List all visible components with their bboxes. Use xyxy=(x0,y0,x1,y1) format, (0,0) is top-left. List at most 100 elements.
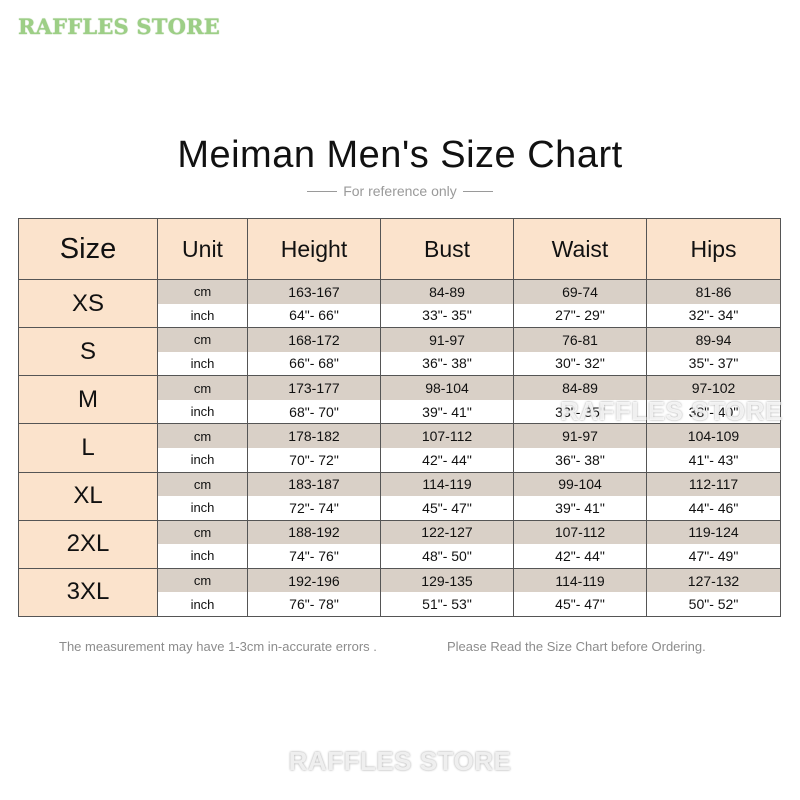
unit-cm: cm xyxy=(157,375,248,400)
bust-inch-cell: 45"- 47" xyxy=(380,496,514,521)
hips-cm-cell: 89-94 xyxy=(646,327,781,352)
height-cm-cell: 192-196 xyxy=(247,567,381,593)
bust-inch-cell: 48"- 50" xyxy=(380,544,514,569)
table-row: 3XL cm 192-196 129-135 114-119 127-132 xyxy=(18,567,781,618)
bust-cm-cell: 129-135 xyxy=(380,567,514,593)
hips-cm-cell: 104-109 xyxy=(646,423,781,448)
height-inch-cell: 72"- 74" xyxy=(247,496,381,521)
header-size: Size xyxy=(18,218,158,280)
bust-inch-cell: 39"- 41" xyxy=(380,399,514,425)
hips-cm-cell: 119-124 xyxy=(646,519,781,545)
unit-inch: inch xyxy=(157,447,248,473)
height-cm-cell: 173-177 xyxy=(247,375,381,400)
subtitle-text: For reference only xyxy=(343,183,457,199)
height-cm-cell: 178-182 xyxy=(247,423,381,448)
height-inch-cell: 64"- 66" xyxy=(247,303,381,329)
waist-cm-cell: 114-119 xyxy=(513,567,647,593)
unit-inch: inch xyxy=(157,496,248,521)
table-row: inch 70"- 72" 42"- 44" 36"- 38" 41"- 43" xyxy=(19,447,781,473)
header-bust: Bust xyxy=(380,218,514,280)
unit-cm: cm xyxy=(157,471,248,497)
waist-inch-cell: 45"- 47" xyxy=(513,592,647,618)
hips-cm-cell: 127-132 xyxy=(646,567,781,593)
note-accuracy: The measurement may have 1-3cm in-accura… xyxy=(59,639,377,654)
hips-inch-cell: 35"- 37" xyxy=(646,351,781,377)
header-hips: Hips xyxy=(646,218,781,280)
table-row: inch 72"- 74" 45"- 47" 39"- 41" 44"- 46" xyxy=(19,496,781,521)
height-inch-cell: 74"- 76" xyxy=(247,544,381,569)
hips-cm-cell: 81-86 xyxy=(646,278,781,304)
size-label: 2XL xyxy=(18,519,158,569)
height-cm-cell: 188-192 xyxy=(247,519,381,545)
store-watermark-bottom: RAFFLES STORE xyxy=(288,746,512,776)
waist-inch-cell: 42"- 44" xyxy=(513,544,647,569)
size-label: XS xyxy=(18,278,158,329)
unit-cm: cm xyxy=(157,278,248,304)
size-label: 3XL xyxy=(18,567,158,618)
size-table-body: XS cm 163-167 84-89 69-74 81-86 inch 64"- 66" 33… xyxy=(18,278,781,618)
table-row: inch 66"- 68" 36"- 38" 30"- 32" 35"- 37" xyxy=(19,351,781,377)
height-inch-cell: 68"- 70" xyxy=(247,399,381,425)
hips-cm-cell: 97-102 xyxy=(646,375,781,400)
hips-inch-cell: 47"- 49" xyxy=(646,544,781,569)
header-waist: Waist xyxy=(513,218,647,280)
unit-cm: cm xyxy=(157,423,248,448)
waist-cm-cell: 76-81 xyxy=(513,327,647,352)
waist-cm-cell: 99-104 xyxy=(513,471,647,497)
store-watermark-top: RAFFLES STORE xyxy=(18,14,220,39)
size-table: Size Unit Height Bust Waist Hips XS cm 163… xyxy=(18,218,781,618)
subtitle-line-right xyxy=(462,190,493,192)
hips-inch-cell: 50"- 52" xyxy=(646,592,781,618)
bust-cm-cell: 84-89 xyxy=(380,278,514,304)
table-row: inch 64"- 66" 33"- 35" 27"- 29" 32"- 34" xyxy=(19,303,781,329)
note-read-chart: Please Read the Size Chart before Orderi… xyxy=(447,639,706,654)
height-inch-cell: 76"- 78" xyxy=(247,592,381,618)
waist-inch-cell: 36"- 38" xyxy=(513,447,647,473)
unit-inch: inch xyxy=(157,399,248,425)
waist-inch-cell: 39"- 41" xyxy=(513,496,647,521)
waist-inch-cell: 30"- 32" xyxy=(513,351,647,377)
hips-inch-cell: 41"- 43" xyxy=(646,447,781,473)
size-label: S xyxy=(18,327,158,377)
chart-subtitle: For reference only xyxy=(0,183,800,199)
unit-inch: inch xyxy=(157,303,248,329)
table-row: XL cm 183-187 114-119 99-104 112-117 xyxy=(18,471,781,521)
hips-cm-cell: 112-117 xyxy=(646,471,781,497)
height-inch-cell: 70"- 72" xyxy=(247,447,381,473)
chart-title: Meiman Men's Size Chart xyxy=(177,134,623,176)
bust-inch-cell: 42"- 44" xyxy=(380,447,514,473)
waist-cm-cell: 84-89 xyxy=(513,375,647,400)
bust-cm-cell: 107-112 xyxy=(380,423,514,448)
height-cm-cell: 163-167 xyxy=(247,278,381,304)
hips-inch-cell: 32"- 34" xyxy=(646,303,781,329)
table-row: inch 74"- 76" 48"- 50" 42"- 44" 47"- 49" xyxy=(19,544,781,569)
size-label: L xyxy=(18,423,158,473)
table-row: inch 76"- 78" 51"- 53" 45"- 47" 50"- 52" xyxy=(19,592,781,618)
bust-cm-cell: 98-104 xyxy=(380,375,514,400)
unit-inch: inch xyxy=(157,351,248,377)
waist-inch-cell: 27"- 29" xyxy=(513,303,647,329)
bust-cm-cell: 114-119 xyxy=(380,471,514,497)
waist-inch-cell: 33"- 35" xyxy=(513,399,647,425)
table-row: 2XL cm 188-192 122-127 107-112 119-124 xyxy=(18,519,781,569)
unit-inch: inch xyxy=(157,544,248,569)
unit-inch: inch xyxy=(157,592,248,618)
waist-cm-cell: 107-112 xyxy=(513,519,647,545)
waist-cm-cell: 91-97 xyxy=(513,423,647,448)
table-header-row: Size Unit Height Bust Waist Hips xyxy=(18,218,781,280)
bust-inch-cell: 36"- 38" xyxy=(380,351,514,377)
unit-cm: cm xyxy=(157,327,248,352)
unit-cm: cm xyxy=(157,567,248,593)
height-cm-cell: 183-187 xyxy=(247,471,381,497)
bust-inch-cell: 51"- 53" xyxy=(380,592,514,618)
waist-cm-cell: 69-74 xyxy=(513,278,647,304)
size-label: M xyxy=(18,375,158,425)
table-row: inch 68"- 70" 39"- 41" 33"- 35" 38"- 40" xyxy=(19,399,781,425)
bust-inch-cell: 33"- 35" xyxy=(380,303,514,329)
header-unit: Unit xyxy=(157,218,248,280)
hips-inch-cell: 44"- 46" xyxy=(646,496,781,521)
subtitle-line-left xyxy=(307,190,338,192)
table-row: XS cm 163-167 84-89 69-74 81-86 xyxy=(18,278,781,329)
